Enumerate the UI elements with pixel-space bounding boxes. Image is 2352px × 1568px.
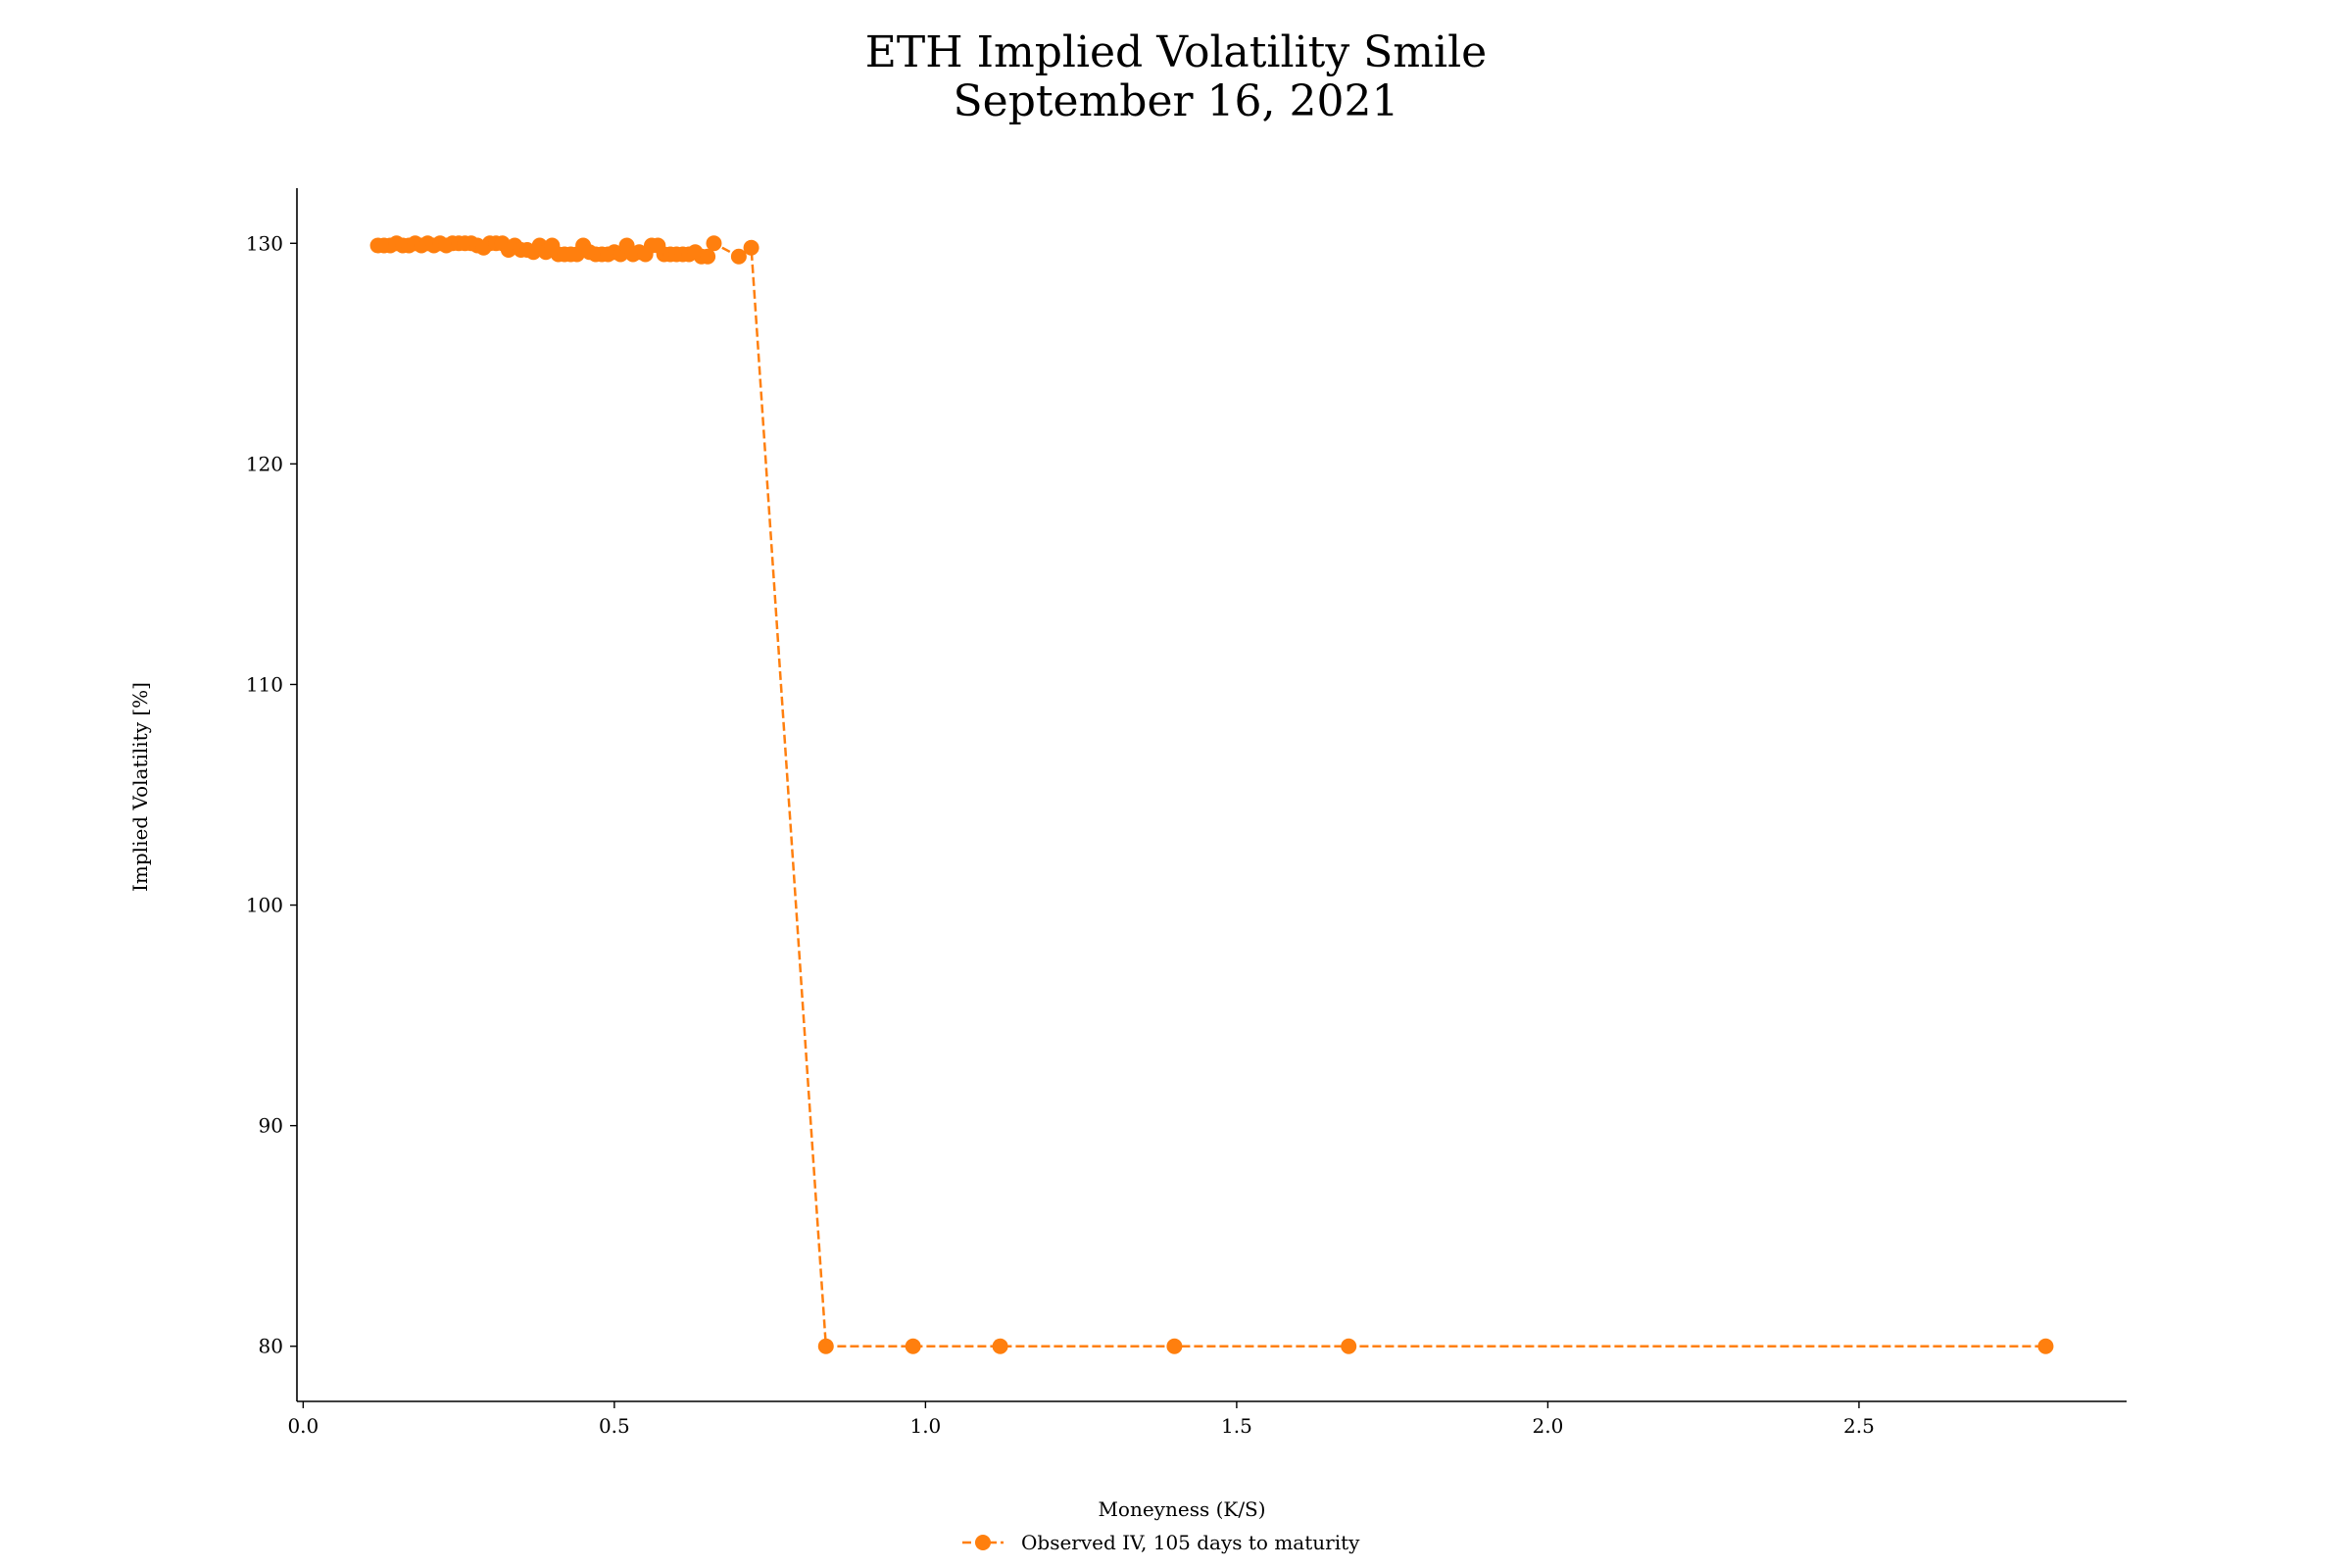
x-tick-label: 0.0 bbox=[287, 1414, 318, 1438]
data-point bbox=[1341, 1338, 1357, 1354]
y-tick-label: 120 bbox=[246, 452, 283, 475]
series-line bbox=[377, 241, 2046, 1348]
y-tick-label: 100 bbox=[246, 894, 283, 917]
y-tick-label: 130 bbox=[246, 231, 283, 255]
data-point bbox=[1166, 1338, 1183, 1354]
y-tick-label: 90 bbox=[259, 1114, 283, 1138]
x-tick-label: 1.5 bbox=[1221, 1414, 1252, 1438]
x-tick-label: 2.5 bbox=[1843, 1414, 1875, 1438]
data-point bbox=[905, 1338, 921, 1354]
data-point bbox=[992, 1338, 1008, 1354]
x-axis-ticks: 0.0 0.5 1.0 1.5 2.0 2.5 bbox=[287, 1401, 1875, 1438]
data-point bbox=[743, 239, 760, 256]
data-point bbox=[730, 248, 747, 265]
y-tick-label: 110 bbox=[246, 672, 283, 696]
data-point bbox=[2037, 1338, 2054, 1354]
data-point bbox=[706, 235, 722, 252]
legend-marker bbox=[975, 1535, 991, 1550]
legend: Observed IV, 105 days to maturity bbox=[962, 1531, 1360, 1554]
plot-area bbox=[377, 241, 2046, 1348]
x-tick-label: 2.0 bbox=[1533, 1414, 1564, 1438]
data-markers bbox=[369, 235, 2054, 1354]
chart-subtitle: September 16, 2021 bbox=[954, 76, 1399, 126]
y-axis-label: Implied Volatility [%] bbox=[128, 682, 152, 892]
x-tick-label: 0.5 bbox=[599, 1414, 630, 1438]
y-axis-ticks: 80 90 100 110 120 130 bbox=[246, 231, 297, 1358]
legend-label: Observed IV, 105 days to maturity bbox=[1021, 1531, 1360, 1554]
x-axis-label: Moneyness (K/S) bbox=[1098, 1497, 1265, 1521]
data-point bbox=[700, 248, 716, 265]
data-point bbox=[817, 1338, 834, 1354]
chart-title: ETH Implied Volatility Smile bbox=[865, 27, 1487, 77]
y-tick-label: 80 bbox=[259, 1335, 283, 1358]
x-tick-label: 1.0 bbox=[909, 1414, 941, 1438]
